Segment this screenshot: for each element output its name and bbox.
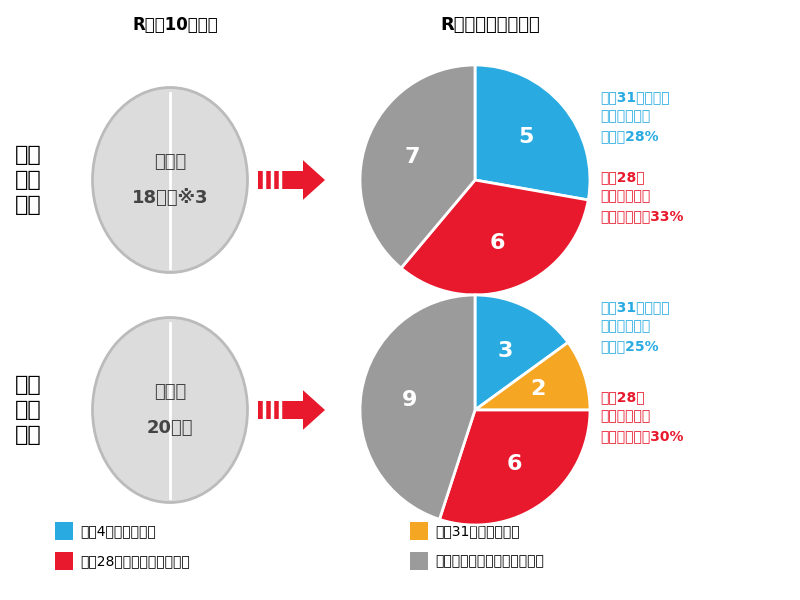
Wedge shape — [360, 65, 475, 268]
Text: 令和4年モデル水準: 令和4年モデル水準 — [80, 524, 156, 538]
Text: 最低
制限
価格: 最低 制限 価格 — [14, 375, 42, 445]
Text: 平成31年モデル
以上の水準は
全体の28%: 平成31年モデル 以上の水準は 全体の28% — [600, 90, 670, 143]
Polygon shape — [303, 390, 325, 430]
Text: 平成31年モデル水準: 平成31年モデル水準 — [435, 524, 520, 538]
Text: 非公表: 非公表 — [154, 383, 186, 401]
Text: R５年３月分析時点: R５年３月分析時点 — [440, 16, 540, 34]
Text: 3: 3 — [498, 341, 513, 361]
Text: 追加調査においても回答無し: 追加調査においても回答無し — [435, 554, 544, 568]
Text: 調査
基準
価格: 調査 基準 価格 — [14, 145, 42, 215]
Wedge shape — [475, 295, 568, 410]
Text: 18団体※3: 18団体※3 — [132, 189, 208, 207]
Text: 平成31年モデル
以上の水準は
全体の25%: 平成31年モデル 以上の水準は 全体の25% — [600, 300, 670, 353]
Ellipse shape — [93, 317, 247, 503]
Ellipse shape — [93, 88, 247, 272]
Text: 平成28年
モデル以前の
水準は全体の33%: 平成28年 モデル以前の 水準は全体の33% — [600, 170, 683, 223]
Text: 7: 7 — [405, 147, 420, 167]
Text: 9: 9 — [402, 389, 417, 410]
Text: 2: 2 — [530, 379, 546, 400]
Bar — [55, 552, 73, 570]
Text: 非公表: 非公表 — [154, 153, 186, 171]
Text: 20団体: 20団体 — [146, 419, 194, 437]
Polygon shape — [303, 160, 325, 200]
Text: 6: 6 — [490, 233, 506, 253]
Wedge shape — [439, 410, 590, 525]
Bar — [410, 522, 428, 540]
Text: R４年10月時点: R４年10月時点 — [132, 16, 218, 34]
Wedge shape — [475, 65, 590, 200]
Text: 平成28年
モデル以前の
水準は全体の30%: 平成28年 モデル以前の 水準は全体の30% — [600, 390, 683, 443]
Bar — [410, 552, 428, 570]
Polygon shape — [258, 401, 303, 419]
Wedge shape — [401, 180, 588, 295]
Text: 6: 6 — [506, 454, 522, 474]
Polygon shape — [258, 171, 303, 189]
Text: 平成28年モデル以前の水準: 平成28年モデル以前の水準 — [80, 554, 190, 568]
Wedge shape — [360, 295, 475, 520]
Bar — [55, 522, 73, 540]
Text: 5: 5 — [518, 127, 534, 147]
Wedge shape — [475, 343, 590, 410]
